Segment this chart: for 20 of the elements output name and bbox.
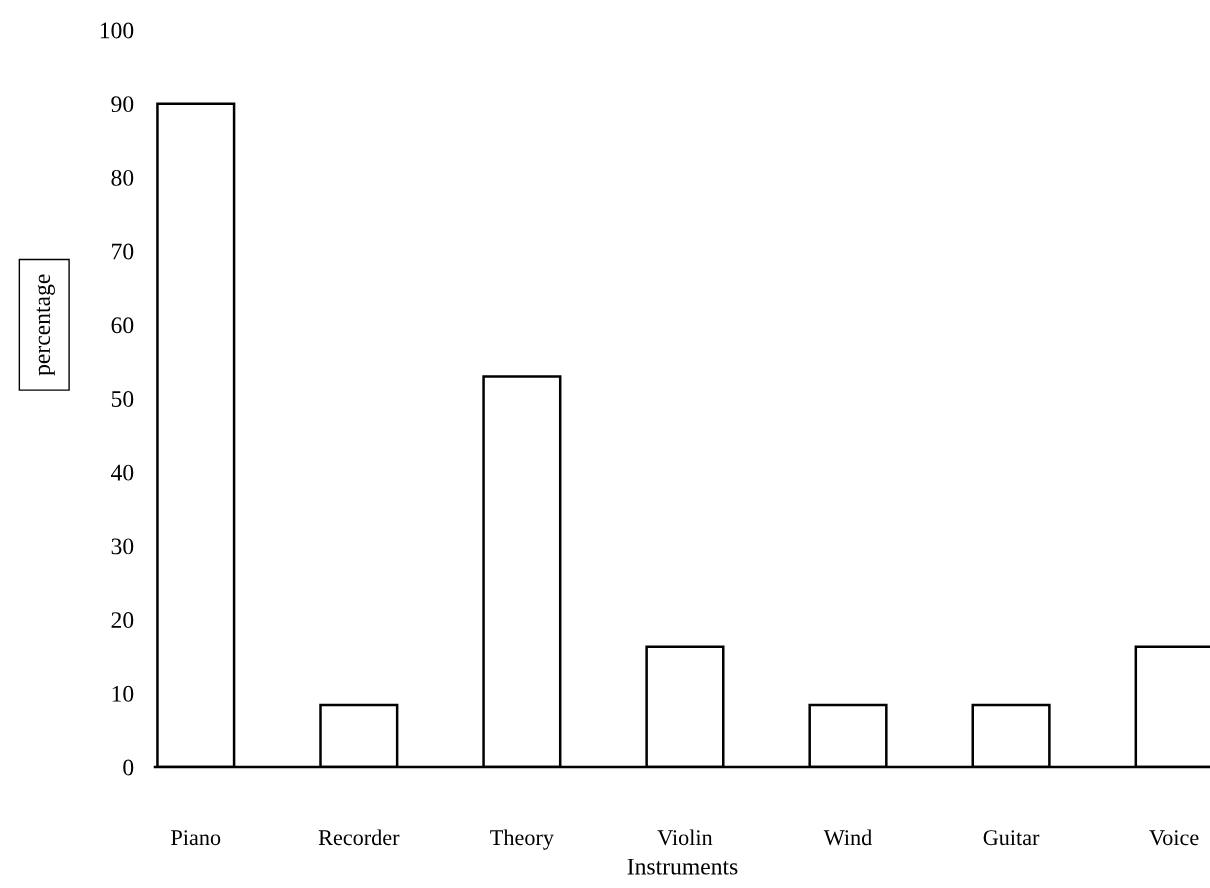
y-tick-label: 20 bbox=[111, 612, 134, 629]
y-tick-label: 50 bbox=[111, 390, 134, 407]
y-tick-label: 10 bbox=[112, 685, 134, 702]
y-axis-title: percentage bbox=[36, 274, 55, 376]
y-tick-label: 40 bbox=[111, 464, 134, 481]
x-tick-label: Violin bbox=[657, 829, 713, 846]
x-axis-title: Instruments bbox=[627, 858, 738, 875]
y-tick-label: 80 bbox=[111, 169, 134, 186]
y-tick-label: 90 bbox=[111, 96, 134, 113]
y-tick-label: 30 bbox=[111, 538, 134, 555]
y-tick-label: 70 bbox=[112, 243, 134, 260]
x-tick-label: Recorder bbox=[318, 829, 400, 846]
y-tick-label: 0 bbox=[123, 759, 134, 776]
y-tick-label: 100 bbox=[100, 22, 134, 39]
x-tick-label: Wind bbox=[823, 829, 872, 846]
y-tick-label: 60 bbox=[111, 317, 134, 334]
x-tick-label: Guitar bbox=[983, 830, 1040, 846]
x-tick-label: Theory bbox=[490, 829, 554, 850]
x-tick-label: Voice bbox=[1149, 830, 1199, 846]
x-tick-label: Piano bbox=[171, 830, 221, 846]
